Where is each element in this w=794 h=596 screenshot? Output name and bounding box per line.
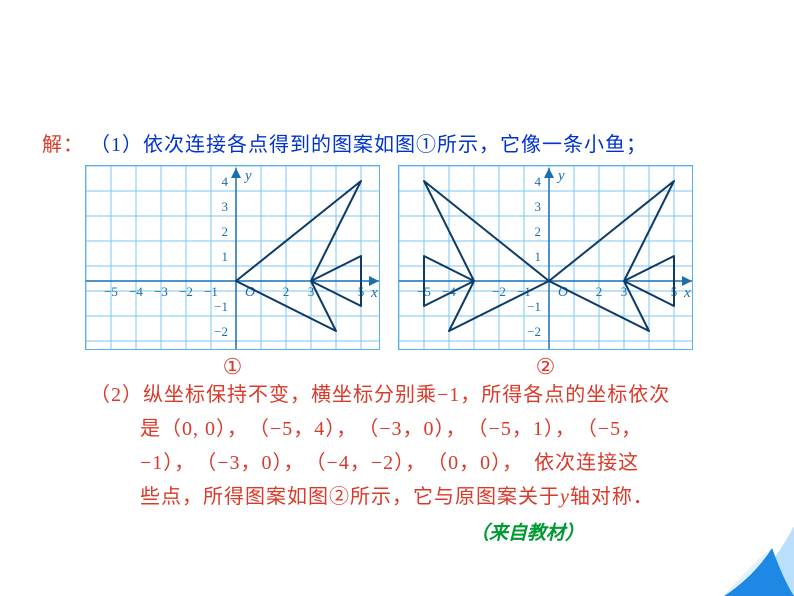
svg-text:−3: −3 [154,284,168,299]
body-line-4: 些点，所得图案如图②所示，它与原图案关于y轴对称． [90,480,730,514]
svg-text:3: 3 [222,199,229,214]
svg-text:−4: −4 [129,284,143,299]
svg-text:y: y [556,168,565,184]
svg-text:2: 2 [222,224,229,239]
body-line-3: −1）， （−3，0）， （−4，−2）， （0，0）， 依次连接这 [90,446,730,480]
chart-1-wrap: −5−4−3−2−12351234−1−2Oxy ① [85,165,380,380]
answer-text-1: （1）依次连接各点得到的图案如图①所示，它像一条小鱼； [90,134,647,156]
svg-text:y: y [243,168,252,184]
svg-text:2: 2 [535,224,542,239]
answer-label: 解： [42,134,84,156]
page-curl-icon [724,526,794,596]
body-line-1: （2）纵坐标保持不变，横坐标分别乘−1，所得各点的坐标依次 [90,378,730,412]
y-axis-ref: y [560,486,570,508]
source-note: （来自教材） [470,518,584,545]
slide: 解： （1）依次连接各点得到的图案如图①所示，它像一条小鱼； −5−4−3−2−… [0,0,794,596]
charts-row: −5−4−3−2−12351234−1−2Oxy ① −5−4−2−123512… [85,165,693,380]
body-line-2: 是（0, 0）， （−5，4）， （−3，0）， （−5，1）， （−5， [90,412,730,446]
svg-text:1: 1 [535,249,542,264]
svg-text:−1: −1 [214,299,228,314]
svg-text:−1: −1 [204,284,218,299]
svg-text:4: 4 [222,174,229,189]
body-line-2a: 是（0, 0）， （−5，4）， （−3，0）， （−5，1）， （−5， [140,418,642,440]
svg-text:−2: −2 [492,284,506,299]
svg-text:2: 2 [596,284,603,299]
svg-text:x: x [370,285,378,301]
body-line-4b: 轴对称． [570,486,654,508]
svg-text:1: 1 [222,249,229,264]
svg-text:−1: −1 [527,299,541,314]
figure-1-label: ① [223,354,243,380]
svg-text:−2: −2 [214,324,228,339]
figure-2-label: ② [536,354,556,380]
svg-text:−5: −5 [104,284,118,299]
answer-body: （2）纵坐标保持不变，横坐标分别乘−1，所得各点的坐标依次 是（0, 0）， （… [90,378,730,514]
svg-text:−2: −2 [179,284,193,299]
chart-1: −5−4−3−2−12351234−1−2Oxy [85,165,380,350]
body-line-4a: 些点，所得图案如图②所示，它与原图案关于 [140,486,560,508]
svg-text:4: 4 [535,174,542,189]
svg-text:3: 3 [535,199,542,214]
chart-2: −5−4−2−12351234−1−2Oxy [398,165,693,350]
chart-2-wrap: −5−4−2−12351234−1−2Oxy ② [398,165,693,380]
svg-text:x: x [683,285,691,301]
svg-text:−2: −2 [527,324,541,339]
svg-text:2: 2 [283,284,290,299]
answer-line-1: 解： （1）依次连接各点得到的图案如图①所示，它像一条小鱼； [42,128,647,157]
